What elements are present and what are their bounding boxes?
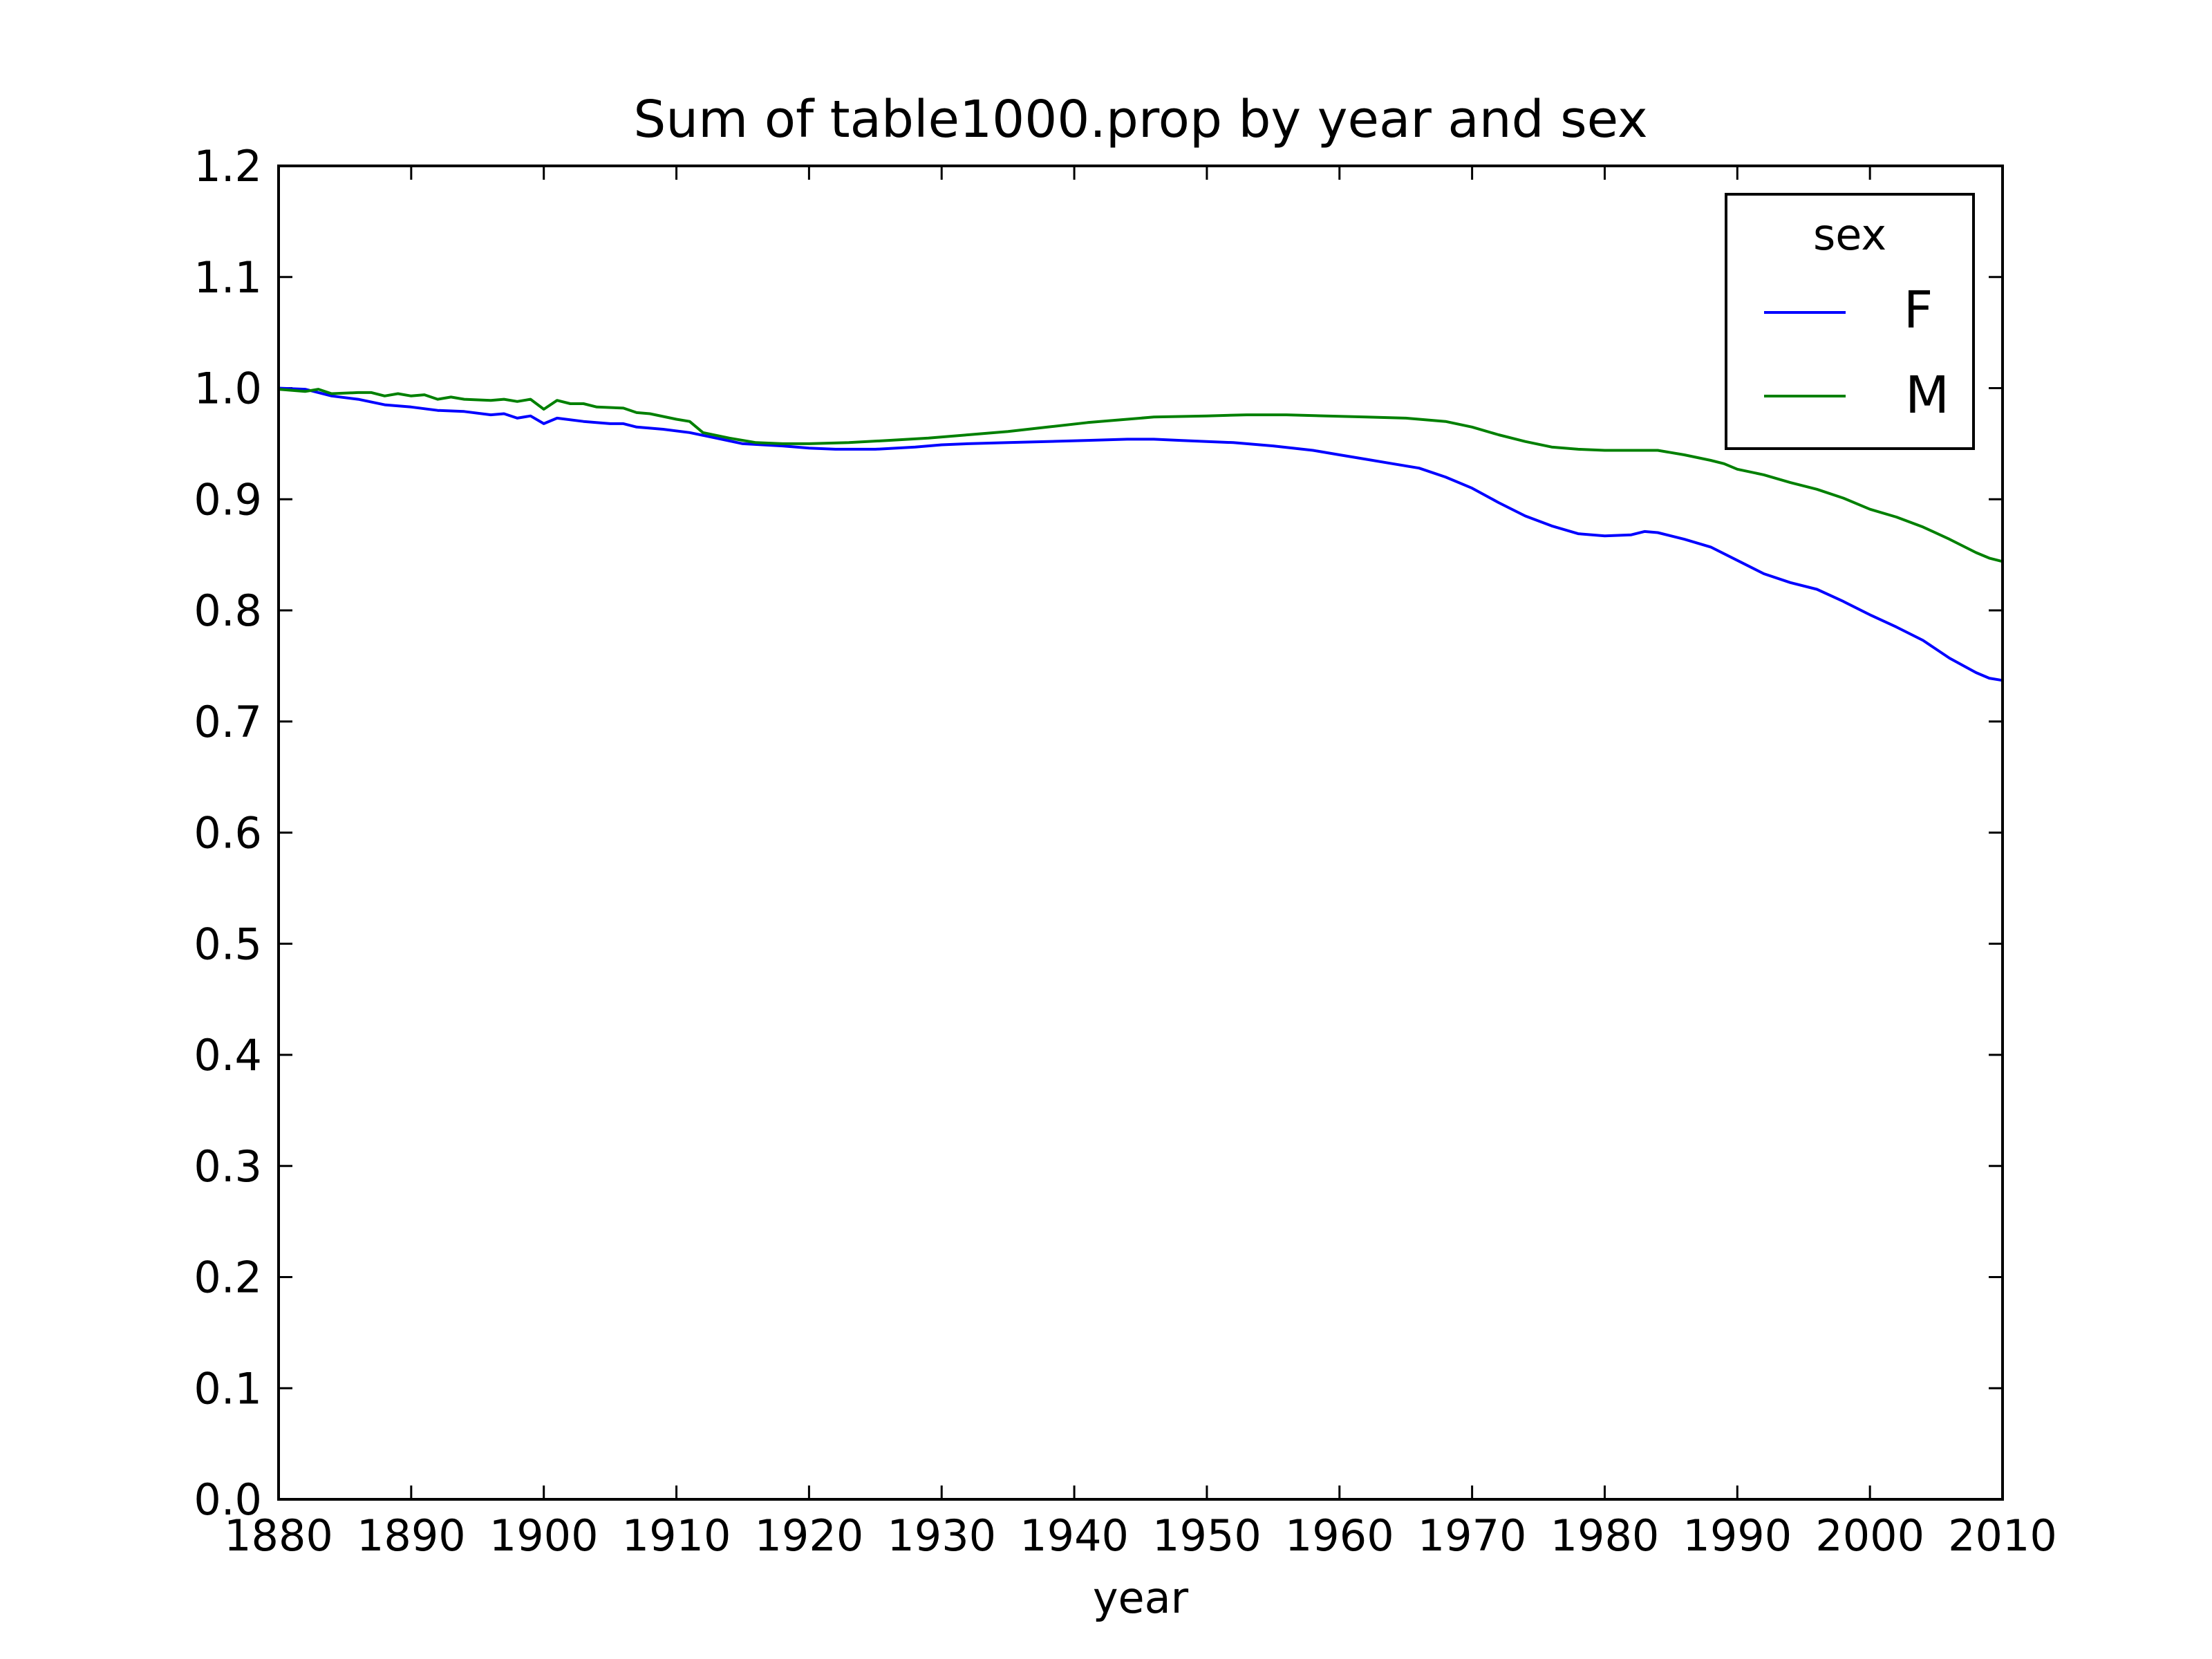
y-tick-label: 0.9	[194, 474, 262, 525]
y-tick-label: 0.8	[194, 585, 262, 636]
y-tick-label: 1.0	[194, 364, 262, 414]
y-tick-label: 0.4	[194, 1030, 262, 1080]
x-tick-label: 2000	[1815, 1510, 1924, 1561]
x-axis-ticks: 1880 1890 1900 1910 1920 1930 1940 1950 1960 1970…	[224, 166, 2057, 1561]
y-tick-label: 0.6	[194, 808, 262, 859]
y-axis-ticks: 0.0 0.1 0.2 0.3 0.4 0.5 0.6 0.7 0.8 0.9 1.0 1.1 1.2	[194, 141, 2003, 1525]
legend-label-m: M	[1905, 366, 1949, 425]
y-tick-label: 0.5	[194, 919, 262, 969]
y-tick-label: 0.3	[194, 1141, 262, 1192]
series-line-m	[278, 388, 2003, 563]
x-tick-label: 1900	[489, 1510, 599, 1561]
x-tick-label: 1920	[754, 1510, 863, 1561]
legend: sex F M	[1725, 193, 1975, 450]
x-tick-label: 1910	[622, 1510, 731, 1561]
x-tick-label: 1930	[887, 1510, 996, 1561]
legend-label-f: F	[1904, 281, 1933, 340]
chart-title: Sum of table1000.prop by year and sex	[633, 90, 1647, 149]
x-axis-label: year	[1093, 1573, 1189, 1623]
x-tick-label: 1890	[357, 1510, 466, 1561]
y-tick-label: 0.7	[194, 697, 262, 747]
series-line-f	[278, 386, 2003, 682]
legend-box	[1725, 193, 1975, 450]
x-tick-label: 1980	[1550, 1510, 1660, 1561]
y-tick-label: 0.0	[194, 1474, 262, 1525]
x-tick-label: 1990	[1683, 1510, 1792, 1561]
y-tick-label: 1.1	[194, 252, 262, 303]
plot-series	[278, 386, 2003, 682]
plot-frame	[277, 165, 2004, 1501]
x-tick-label: 2010	[1948, 1510, 2057, 1561]
legend-title: sex	[1813, 209, 1886, 260]
x-tick-label: 1970	[1418, 1510, 1527, 1561]
x-tick-label: 1950	[1152, 1510, 1262, 1561]
y-tick-label: 0.1	[194, 1363, 262, 1414]
y-tick-label: 1.2	[194, 141, 262, 191]
y-tick-label: 0.2	[194, 1253, 262, 1303]
x-tick-label: 1960	[1285, 1510, 1394, 1561]
x-tick-label: 1880	[224, 1510, 333, 1561]
x-tick-label: 1940	[1020, 1510, 1129, 1561]
